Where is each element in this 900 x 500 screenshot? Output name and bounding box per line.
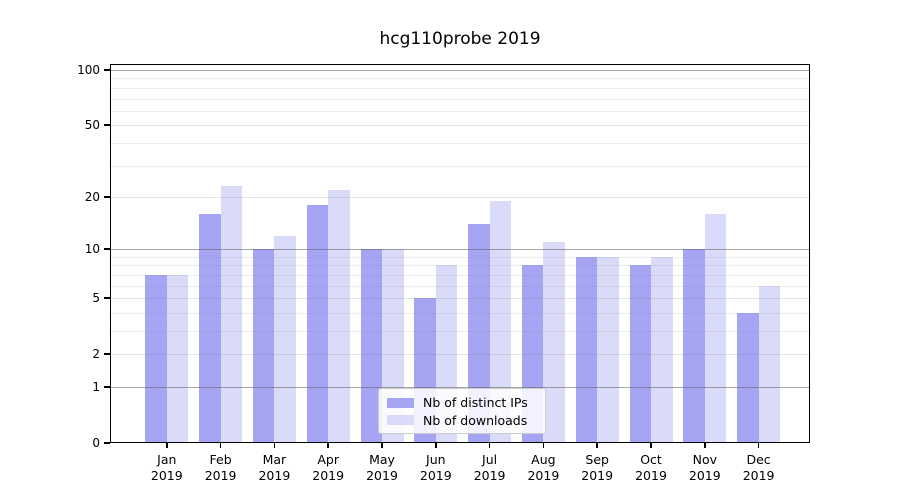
gridline-2: [110, 354, 810, 356]
bar-downloads-jul: [489, 200, 512, 443]
bar-distinct-ips-dec: [737, 312, 759, 443]
y-axis-label-2: 2: [92, 347, 100, 362]
gridline-70: [110, 98, 810, 100]
x-axis-tick-aug: [542, 443, 545, 448]
x-axis-tick-sep: [596, 443, 598, 448]
legend-item-downloads: Nb of downloads: [387, 412, 537, 429]
x-axis-label-sep: Sep 2019: [581, 452, 614, 483]
bar-downloads-apr: [328, 189, 350, 443]
bar-downloads-nov: [704, 214, 727, 443]
x-axis-label-mar: Mar 2019: [258, 452, 291, 483]
gridline-100: [110, 70, 810, 72]
bar-distinct-ips-feb: [199, 214, 221, 443]
bar-downloads-jan: [166, 274, 189, 443]
x-axis-label-jul: Jul 2019: [473, 452, 506, 483]
legend-swatch-downloads-icon: [387, 415, 414, 426]
y-axis-label-20: 20: [84, 189, 100, 204]
gridline-6: [110, 285, 810, 287]
y-axis-label-5: 5: [92, 291, 100, 306]
legend: Nb of distinct IPs Nb of downloads: [378, 388, 546, 434]
chart-title: hcg110probe 2019: [379, 29, 541, 49]
x-axis-tick-may: [381, 443, 383, 448]
bar-distinct-ips-may: [360, 249, 382, 443]
gridline-30: [110, 165, 810, 167]
gridline-8: [110, 265, 810, 267]
gridline-60: [110, 110, 810, 112]
bar-downloads-feb: [220, 186, 243, 443]
x-axis-tick-apr: [327, 443, 329, 448]
x-axis-label-feb: Feb 2019: [204, 452, 237, 483]
x-axis-label-apr: Apr 2019: [312, 452, 345, 483]
y-axis-tick-20: [104, 196, 110, 198]
legend-item-distinct-ips: Nb of distinct IPs: [387, 394, 537, 411]
y-axis-tick-1: [104, 386, 110, 388]
y-axis-label-10: 10: [84, 242, 100, 257]
bar-distinct-ips-sep: [575, 256, 598, 443]
gridline-1: [110, 387, 810, 389]
y-axis-tick-0: [104, 442, 110, 444]
gridline-9: [110, 256, 810, 258]
y-axis-label-0: 0: [92, 436, 100, 450]
x-axis-label-jan: Jan 2019: [150, 452, 183, 483]
gridline-3: [110, 331, 810, 332]
y-axis-tick-10: [104, 248, 110, 250]
x-axis-tick-nov: [704, 443, 706, 448]
gridline-90: [110, 78, 810, 80]
bar-downloads-mar: [274, 235, 296, 443]
x-axis-label-nov: Nov 2019: [688, 452, 721, 483]
bar-distinct-ips-apr: [306, 205, 329, 443]
x-axis-label-aug: Aug 2019: [527, 452, 560, 483]
x-axis-tick-jul: [488, 443, 491, 448]
legend-label-distinct-ips: Nb of distinct IPs: [423, 395, 528, 411]
bar-distinct-ips-jan: [145, 274, 167, 443]
x-axis-label-oct: Oct 2019: [635, 452, 667, 483]
gridline-20: [110, 196, 810, 198]
plot-area: Nb of distinct IPs Nb of downloads: [110, 64, 810, 443]
gridline-7: [110, 274, 810, 276]
gridline-40: [110, 142, 810, 144]
gridline-4: [110, 312, 810, 314]
x-axis-label-dec: Dec 2019: [742, 452, 775, 483]
y-axis-tick-5: [104, 297, 110, 299]
bar-distinct-ips-nov: [683, 249, 705, 443]
x-axis-tick-dec: [757, 443, 760, 448]
bar-downloads-aug: [543, 242, 565, 443]
gridline-80: [110, 87, 810, 89]
gridline-5: [110, 298, 810, 300]
bar-downloads-oct: [651, 256, 673, 443]
gridline-10: [110, 249, 810, 251]
bar-downloads-sep: [597, 256, 619, 443]
y-axis-tick-100: [104, 69, 110, 71]
y-axis-label-1: 1: [92, 380, 100, 394]
bar-distinct-ips-oct: [629, 265, 651, 443]
x-axis-tick-jan: [166, 443, 168, 448]
x-axis-tick-oct: [650, 443, 652, 448]
y-axis-tick-50: [104, 124, 110, 126]
x-axis-tick-mar: [273, 443, 276, 448]
y-axis-tick-2: [104, 353, 110, 355]
y-axis-label-100: 100: [77, 63, 100, 77]
x-axis-label-jun: Jun 2019: [419, 452, 452, 483]
bar-distinct-ips-mar: [252, 249, 275, 443]
gridline-50: [110, 125, 810, 127]
legend-swatch-distinct-ips-icon: [387, 397, 414, 408]
x-axis-label-may: May 2019: [366, 452, 398, 483]
y-axis-label-50: 50: [84, 118, 100, 133]
legend-label-downloads: Nb of downloads: [423, 412, 528, 428]
bar-downloads-dec: [758, 285, 781, 443]
x-axis-tick-jun: [435, 443, 437, 448]
x-axis-tick-feb: [219, 443, 222, 448]
